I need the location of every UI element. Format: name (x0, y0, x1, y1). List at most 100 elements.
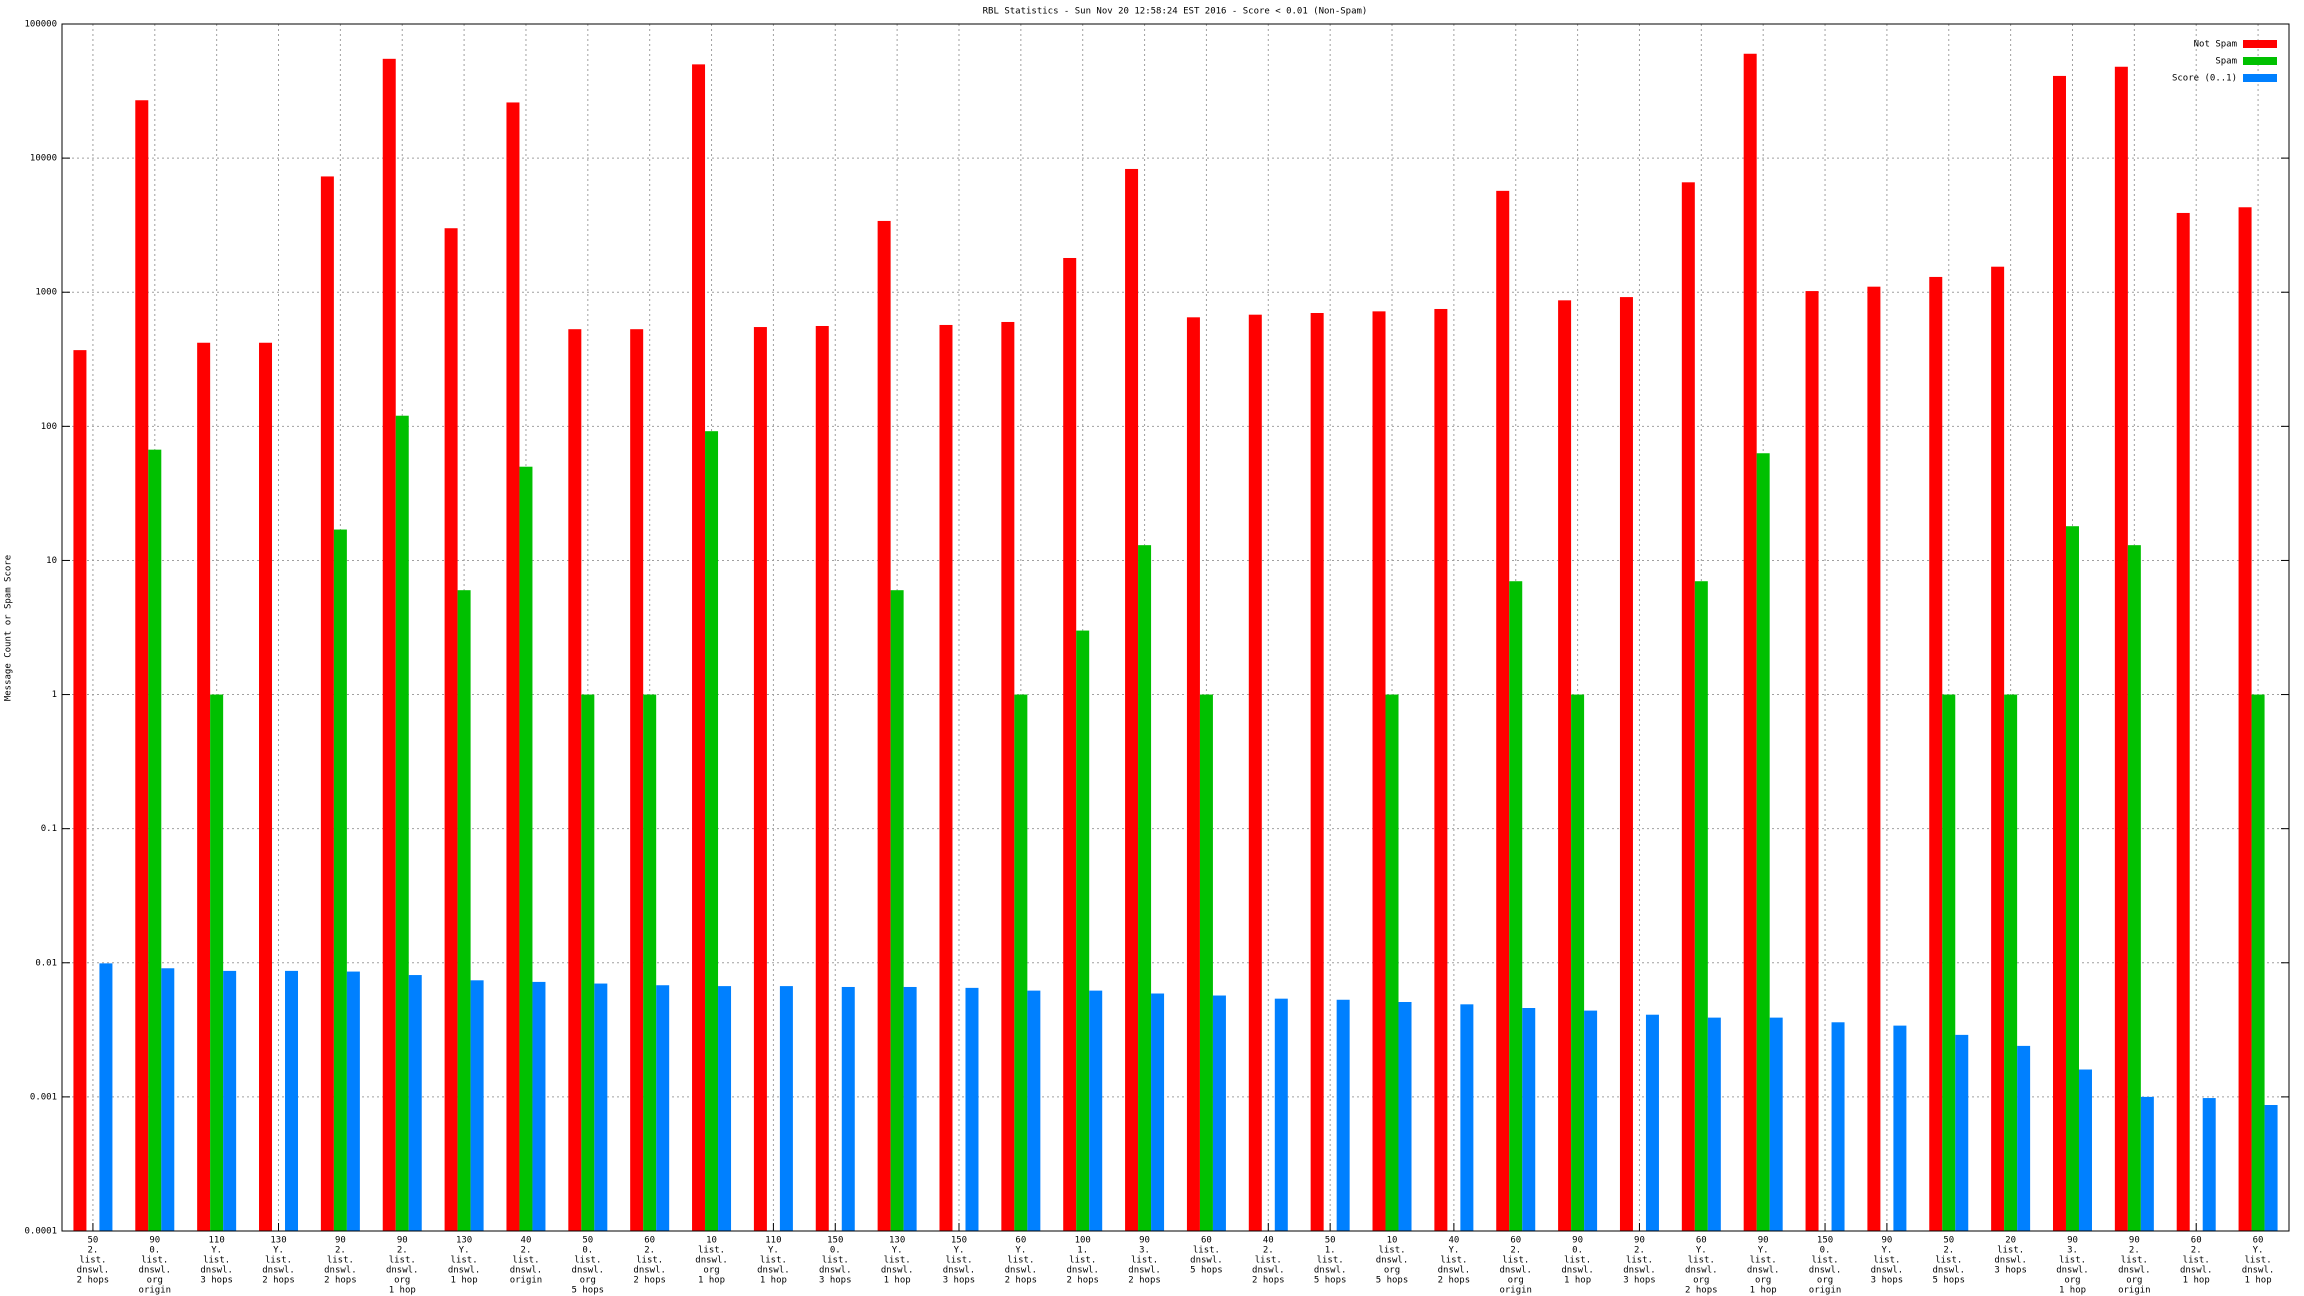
x-tick-label: 2. (1634, 1246, 1645, 1256)
x-tick-label: 60 (644, 1236, 655, 1246)
x-tick-label: dnswl. (1438, 1266, 1471, 1276)
x-tick-label: dnswl. (1314, 1266, 1347, 1276)
bar (1991, 266, 2005, 1231)
bar (1584, 1010, 1598, 1231)
x-tick-label: Y. (954, 1246, 965, 1256)
x-tick-label: 5 hops (1190, 1266, 1223, 1276)
bar (890, 590, 904, 1231)
x-tick-label: Y. (459, 1246, 470, 1256)
x-tick-label: 3 hops (943, 1276, 976, 1286)
x-tick-label: list. (265, 1256, 292, 1266)
x-tick-label: list. (1193, 1246, 1220, 1256)
x-tick-label: list. (2245, 1256, 2272, 1266)
x-tick-label: org (580, 1276, 596, 1286)
x-tick-label: 40 (521, 1236, 532, 1246)
x-tick-label: org (1384, 1266, 1400, 1276)
x-tick-label: 60 (1201, 1236, 1212, 1246)
bar (1076, 630, 1090, 1231)
x-tick-label: dnswl. (2180, 1266, 2213, 1276)
x-tick-label: 0. (582, 1246, 593, 1256)
x-tick-label: 90 (1881, 1236, 1892, 1246)
bar (1398, 1001, 1412, 1231)
bar (1199, 694, 1213, 1231)
x-tick-label: dnswl. (1933, 1266, 1966, 1276)
x-tick-label: dnswl. (1128, 1266, 1161, 1276)
bar (2251, 694, 2265, 1231)
x-tick-label: Y. (2253, 1246, 2264, 1256)
x-tick-label: list. (1997, 1246, 2024, 1256)
x-tick-label: list. (945, 1256, 972, 1266)
x-tick-label: 0. (830, 1246, 841, 1256)
bar (1831, 1022, 1845, 1231)
bar (903, 986, 917, 1231)
x-tick-label: list. (1873, 1256, 1900, 1266)
bar (965, 987, 979, 1231)
x-tick-label: list. (884, 1256, 911, 1266)
x-tick-label: Y. (1696, 1246, 1707, 1256)
x-tick-label: org (703, 1266, 719, 1276)
x-tick-label: list. (1502, 1256, 1529, 1266)
bar (1893, 1025, 1907, 1231)
x-tick-label: 1. (1325, 1246, 1336, 1256)
x-tick-label: list. (1378, 1246, 1405, 1256)
x-tick-label: 2 hops (1005, 1276, 1038, 1286)
x-tick-label: org (1755, 1276, 1771, 1286)
bar (346, 971, 360, 1231)
x-tick-label: list. (451, 1256, 478, 1266)
bar (210, 694, 224, 1231)
bar (320, 176, 334, 1231)
x-tick-label: 3. (2067, 1246, 2078, 1256)
x-tick-label: list. (1131, 1256, 1158, 1266)
x-tick-label: list. (1255, 1256, 1282, 1266)
x-tick-label: 130 (456, 1236, 472, 1246)
x-tick-label: dnswl. (757, 1266, 790, 1276)
x-tick-label: 1 hop (760, 1276, 787, 1286)
x-tick-label: 2 hops (1252, 1276, 1285, 1286)
x-tick-label: org (394, 1276, 410, 1286)
x-tick-label: dnswl. (695, 1256, 728, 1266)
x-tick-label: 60 (1015, 1236, 1026, 1246)
x-tick-label: 150 (827, 1236, 843, 1246)
x-tick-label: 2 hops (77, 1276, 110, 1286)
x-tick-label: org (2064, 1276, 2080, 1286)
y-tick-label: 100 (41, 422, 57, 432)
x-tick-label: list. (574, 1256, 601, 1266)
bar (815, 325, 829, 1231)
legend-swatch (2243, 57, 2277, 65)
x-tick-label: dnswl. (1252, 1266, 1285, 1276)
y-tick-label: 100000 (24, 20, 57, 30)
x-tick-label: list. (2059, 1256, 2086, 1266)
x-tick-label: dnswl. (1561, 1266, 1594, 1276)
bar (656, 985, 670, 1231)
bar (395, 415, 409, 1231)
bar (2065, 526, 2079, 1231)
x-tick-label: 2. (2191, 1246, 2202, 1256)
x-tick-label: list. (2121, 1256, 2148, 1266)
x-tick-label: 2 hops (1066, 1276, 1099, 1286)
x-tick-label: list. (822, 1256, 849, 1266)
x-tick-label: 110 (209, 1236, 225, 1246)
x-tick-label: 3. (1139, 1246, 1150, 1256)
x-tick-label: dnswl. (572, 1266, 605, 1276)
legend-label: Score (0..1) (2172, 74, 2237, 84)
x-tick-label: 1 hop (1750, 1286, 1777, 1296)
x-tick-label: dnswl. (1747, 1266, 1780, 1276)
x-tick-label: list. (636, 1256, 663, 1266)
legend-label: Not Spam (2194, 40, 2237, 50)
x-tick-label: list. (1069, 1256, 1096, 1266)
bar (1186, 317, 1200, 1231)
bar (2176, 212, 2190, 1232)
x-tick-label: 1 hop (2183, 1276, 2210, 1286)
x-tick-label: org (1817, 1276, 1833, 1286)
bar (1248, 314, 1262, 1231)
x-tick-label: 40 (1448, 1236, 1459, 1246)
x-tick-label: 2. (644, 1246, 655, 1256)
x-tick-label: 130 (889, 1236, 905, 1246)
x-tick-label: 1 hop (698, 1276, 725, 1286)
x-tick-label: 50 (582, 1236, 593, 1246)
x-tick-label: dnswl. (2056, 1266, 2089, 1276)
x-tick-label: 1 hop (451, 1276, 478, 1286)
x-tick-label: list. (1007, 1256, 1034, 1266)
x-tick-label: 40 (1263, 1236, 1274, 1246)
chart-title: RBL Statistics - Sun Nov 20 12:58:24 EST… (983, 7, 1368, 17)
